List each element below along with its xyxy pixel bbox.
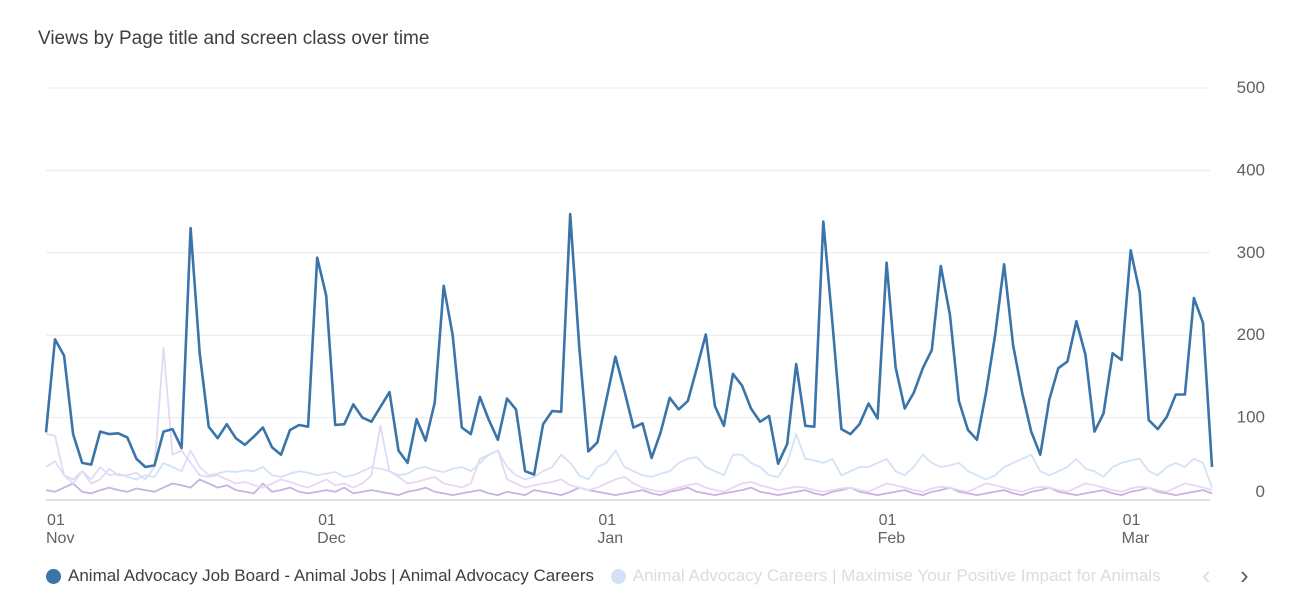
series-lines — [44, 212, 1214, 497]
y-axis-ticks: 500 400 300 200 100 0 — [1237, 78, 1265, 501]
x-tick-day: 01 — [1123, 512, 1141, 529]
y-tick-label: 400 — [1237, 160, 1265, 179]
y-tick-label: 300 — [1237, 243, 1265, 262]
series-line — [45, 433, 1213, 488]
x-tick-month: Mar — [1122, 530, 1150, 547]
legend-item-careers[interactable]: Animal Advocacy Careers | Maximise Your … — [610, 566, 1161, 586]
x-tick-day: 01 — [47, 512, 65, 529]
chart-title: Views by Page title and screen class ove… — [38, 28, 430, 49]
series-line — [44, 212, 1214, 476]
y-tick-label: 500 — [1237, 78, 1265, 97]
legend-prev-button[interactable]: ‹ — [1202, 560, 1211, 590]
legend-label: Animal Advocacy Careers | Maximise Your … — [632, 566, 1161, 585]
series-line — [45, 346, 1213, 493]
legend: Animal Advocacy Job Board - Animal Jobs … — [46, 566, 1196, 592]
x-tick-month: Feb — [878, 530, 906, 547]
x-tick-day: 01 — [598, 512, 616, 529]
x-tick-day: 01 — [318, 512, 336, 529]
x-tick-month: Jan — [597, 530, 623, 547]
x-tick-day: 01 — [879, 512, 897, 529]
x-tick-month: Nov — [46, 530, 74, 547]
grid-lines — [46, 87, 1210, 501]
y-tick-label: 0 — [1256, 482, 1265, 501]
legend-next-button[interactable]: › — [1240, 560, 1249, 590]
legend-label: Animal Advocacy Job Board - Animal Jobs … — [68, 566, 594, 585]
legend-swatch — [610, 568, 626, 584]
y-tick-label: 200 — [1237, 325, 1265, 344]
series-line — [45, 478, 1213, 497]
y-tick-label: 100 — [1237, 408, 1265, 427]
legend-item-job-board[interactable]: Animal Advocacy Job Board - Animal Jobs … — [46, 566, 594, 586]
legend-swatch — [46, 568, 61, 584]
x-tick-month: Dec — [317, 530, 345, 547]
